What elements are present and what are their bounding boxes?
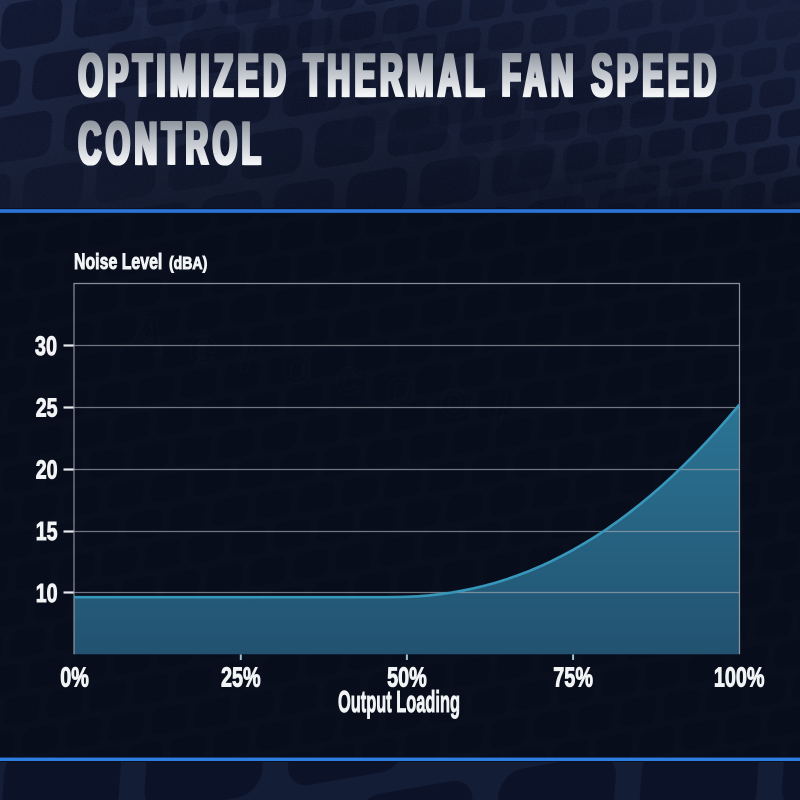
svg-text:25%: 25% bbox=[221, 662, 261, 693]
svg-text:Noise Level: Noise Level bbox=[74, 249, 162, 274]
svg-text:OPTIMIZED THERMAL FAN SPEED: OPTIMIZED THERMAL FAN SPEED bbox=[77, 43, 719, 109]
svg-text:10: 10 bbox=[36, 578, 58, 607]
svg-text:Output Loading: Output Loading bbox=[338, 686, 460, 720]
svg-text:15: 15 bbox=[36, 516, 58, 545]
svg-text:20: 20 bbox=[36, 455, 58, 484]
svg-text:0%: 0% bbox=[60, 662, 89, 693]
svg-text:50%: 50% bbox=[387, 662, 427, 693]
svg-text:CONTROL: CONTROL bbox=[80, 111, 267, 177]
svg-text:CONTROL: CONTROL bbox=[77, 111, 264, 177]
svg-text:OPTIMIZED THERMAL FAN SPEED: OPTIMIZED THERMAL FAN SPEED bbox=[80, 43, 722, 109]
svg-text:100%: 100% bbox=[714, 662, 765, 693]
svg-text:75%: 75% bbox=[553, 662, 593, 693]
svg-text:25: 25 bbox=[36, 393, 58, 422]
svg-text:30: 30 bbox=[35, 331, 57, 360]
svg-text:(dBA): (dBA) bbox=[169, 253, 207, 273]
